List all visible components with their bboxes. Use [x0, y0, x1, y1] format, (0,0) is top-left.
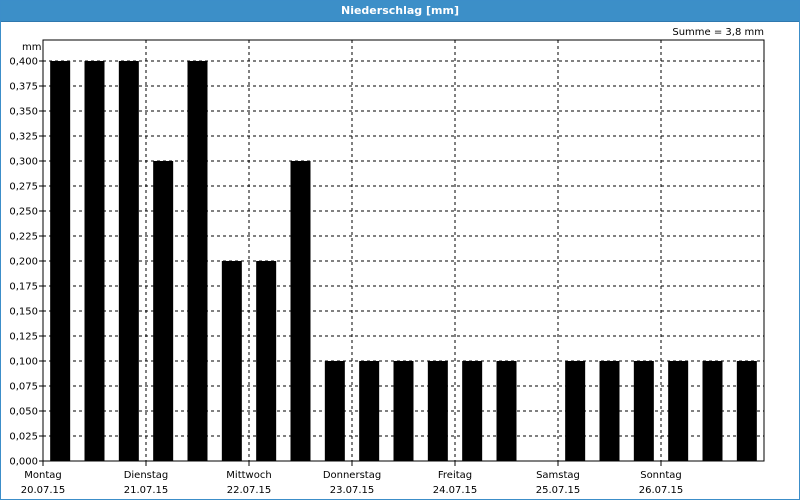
y-tick-label: 0,225 [9, 232, 38, 243]
bar [221, 261, 242, 461]
y-tick-label: 0,100 [9, 357, 38, 368]
bar [496, 361, 517, 461]
bar [668, 361, 689, 461]
bar [187, 61, 208, 461]
x-day-date: 23.07.15 [330, 485, 375, 496]
sum-label: Summe = 3,8 mm [672, 27, 764, 38]
y-tick-label: 0,400 [9, 57, 38, 68]
x-day-date: 22.07.15 [227, 485, 272, 496]
bar [84, 61, 105, 461]
y-tick-label: 0,025 [9, 432, 38, 443]
title-bar: Niederschlag [mm] [1, 1, 799, 22]
y-tick-label: 0,175 [9, 282, 38, 293]
bar [393, 361, 414, 461]
bar [50, 61, 71, 461]
bar [359, 361, 380, 461]
x-day-date: 24.07.15 [433, 485, 478, 496]
bar [462, 361, 483, 461]
bar [633, 361, 654, 461]
bar [427, 361, 448, 461]
y-tick-label: 0,075 [9, 382, 38, 393]
y-tick-label: 0,300 [9, 157, 38, 168]
bar [256, 261, 277, 461]
y-tick-label: 0,350 [9, 107, 38, 118]
bar [565, 361, 586, 461]
y-tick-label: 0,000 [9, 457, 38, 468]
x-day-name: Samstag [536, 470, 580, 481]
x-day-date: 26.07.15 [639, 485, 684, 496]
bar [153, 161, 174, 461]
x-day-date: 20.07.15 [21, 485, 66, 496]
y-tick-label: 0,250 [9, 207, 38, 218]
y-tick-label: 0,050 [9, 407, 38, 418]
y-tick-label: 0,200 [9, 257, 38, 268]
y-tick-label: 0,150 [9, 307, 38, 318]
bar [118, 61, 139, 461]
y-tick-label: 0,325 [9, 132, 38, 143]
chart-title: Niederschlag [mm] [341, 4, 459, 17]
bar [290, 161, 311, 461]
x-day-name: Donnerstag [323, 470, 381, 481]
y-tick-label: 0,125 [9, 332, 38, 343]
bar [736, 361, 757, 461]
y-axis-label: mm [22, 42, 41, 53]
x-day-date: 21.07.15 [124, 485, 169, 496]
y-tick-label: 0,375 [9, 82, 38, 93]
bar [599, 361, 620, 461]
x-day-name: Montag [24, 470, 61, 481]
x-day-name: Freitag [438, 470, 472, 481]
plot-frame [42, 39, 765, 462]
y-tick-label: 0,275 [9, 182, 38, 193]
bar [702, 361, 723, 461]
x-day-name: Mittwoch [226, 470, 271, 481]
x-day-date: 25.07.15 [536, 485, 581, 496]
bar [324, 361, 345, 461]
x-day-name: Sonntag [640, 470, 682, 481]
x-day-name: Dienstag [124, 470, 169, 481]
